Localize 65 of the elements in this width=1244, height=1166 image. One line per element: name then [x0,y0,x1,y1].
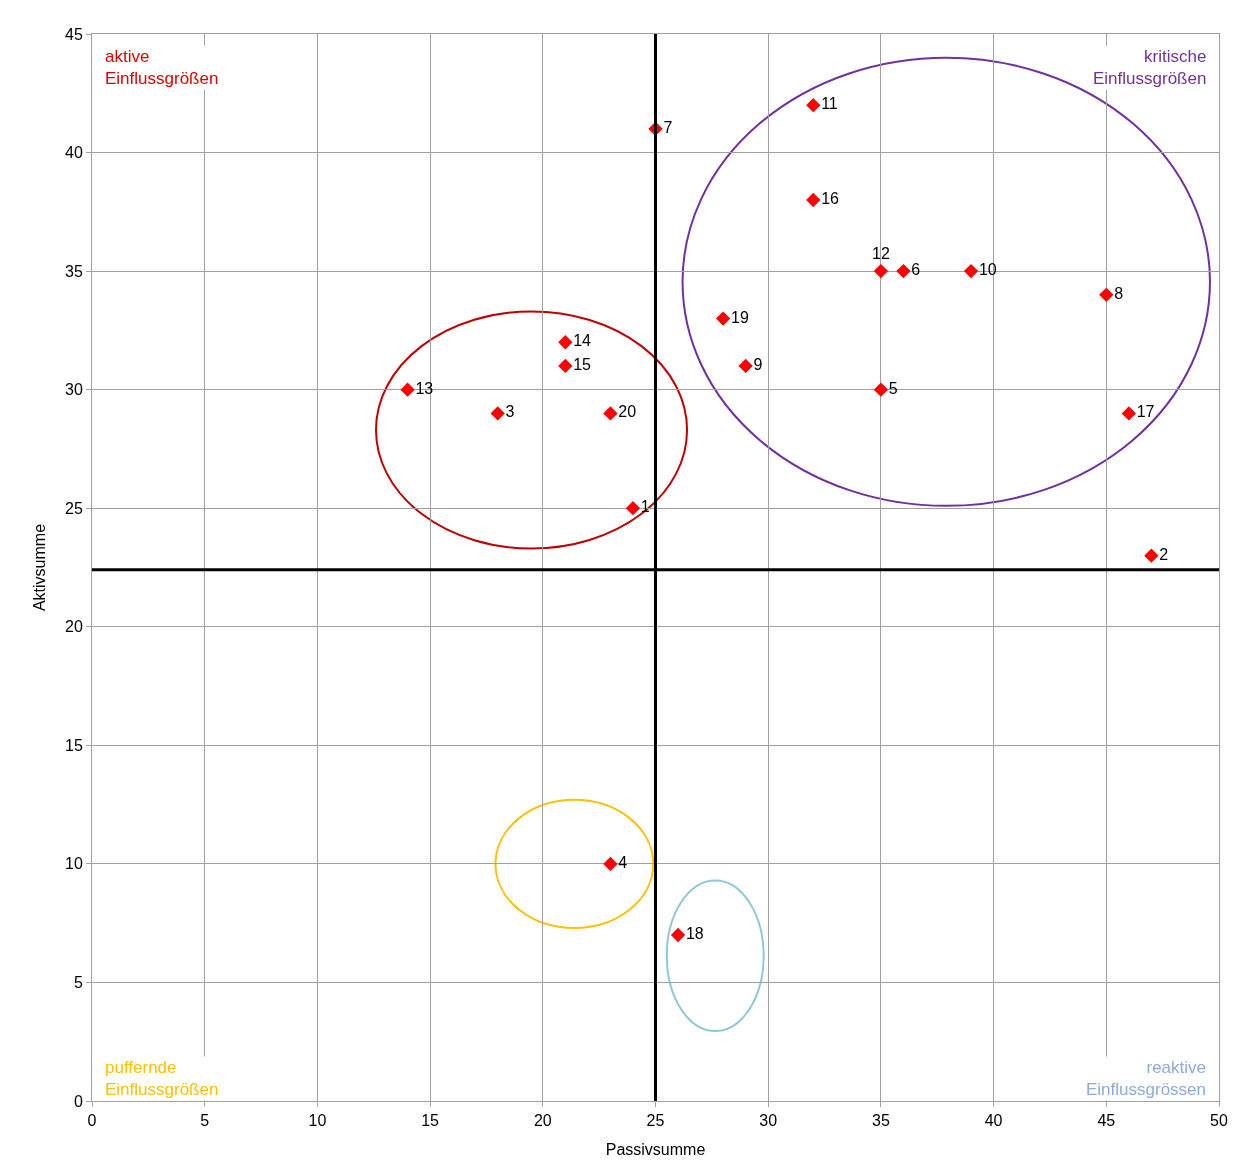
point [1121,406,1136,421]
point [558,335,573,350]
y-tick-label: 10 [65,855,83,873]
annotation: puffernde Einflussgrößen [105,1058,219,1100]
point [873,382,889,397]
x-tick-label: 5 [200,1112,210,1130]
series-label: 11 [821,95,838,113]
x-tick-label: 20 [533,1112,552,1130]
series-label: 2 [1159,545,1169,563]
series-label: 6 [911,261,921,279]
point [963,263,979,279]
annotation: reaktive Einflussgrössen [1086,1058,1207,1100]
point [806,192,821,208]
x-tick-label: 40 [984,1112,1003,1130]
point [1099,287,1114,302]
point [603,406,618,421]
x-axis-title: Passivsumme [605,1140,706,1158]
x-tick-label: 25 [646,1112,665,1130]
series-label: 3 [505,403,515,421]
point [715,311,731,326]
x-tick-label: 10 [308,1112,327,1130]
y-tick-label: 0 [73,1092,83,1110]
x-tick-label: 15 [421,1112,440,1130]
y-tick-label: 45 [65,25,83,43]
point [603,856,618,872]
series-label: 15 [573,355,592,373]
x-tick-label: 30 [759,1112,778,1130]
series-label: 14 [573,332,592,350]
y-tick-label: 5 [73,974,83,992]
annotation: aktive Einflussgrößen [105,47,219,89]
series-label: 13 [415,379,434,397]
x-tick-label: 35 [872,1112,890,1130]
point [806,97,821,113]
point [490,406,505,421]
x-tick-label: 50 [1210,1112,1228,1130]
series-label: 7 [663,118,673,136]
point [1144,548,1159,563]
point [738,358,753,374]
point [896,263,911,279]
series-label: 4 [618,853,628,871]
point [558,358,573,374]
series-label: 8 [1114,284,1124,302]
y-tick-label: 25 [65,499,83,517]
series-label: 5 [888,379,898,397]
y-tick-label: 15 [65,736,83,754]
series-label: 10 [978,261,997,279]
y-tick-label: 40 [65,144,83,162]
point [400,382,415,397]
y-axis-title: Aktivsumme [30,523,48,612]
series-label: 16 [821,189,840,207]
point [625,501,641,516]
y-tick-label: 20 [65,618,83,636]
point [670,927,686,943]
series-label: 18 [685,925,704,943]
series-label: 12 [872,245,890,263]
point [873,263,889,279]
x-tick-label: 0 [87,1112,97,1130]
y-tick-label: 30 [65,381,83,399]
annotation: kritische Einflussgrößen [1093,47,1207,89]
x-tick-label: 45 [1097,1112,1116,1130]
y-tick-label: 35 [65,262,83,280]
series-label: 17 [1136,403,1155,421]
series-label: 9 [753,355,763,373]
series-label: 20 [618,403,637,421]
series-label: 19 [730,308,749,326]
